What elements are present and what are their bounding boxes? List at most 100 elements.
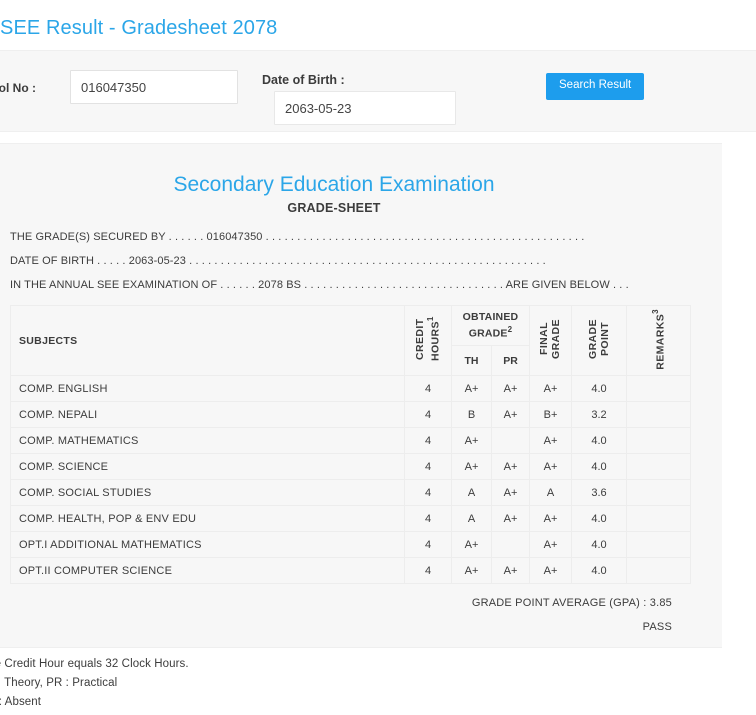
- row-practical-grade: A+: [490, 453, 531, 481]
- row-practical-grade: A+: [490, 401, 531, 429]
- row-practical-grade: [490, 531, 531, 559]
- header-obtained-grade-label: OBTAINED GRADE: [462, 311, 519, 339]
- row-grade-point: 3.2: [571, 401, 628, 429]
- row-final-grade: A+: [529, 453, 573, 481]
- row-credit-hours: 4: [404, 427, 452, 455]
- table-row: COMP. NEPALI 4 B A+ B+ 3.2: [10, 401, 692, 429]
- row-practical-grade: A+: [490, 557, 531, 585]
- row-remarks: [626, 557, 692, 585]
- row-remarks: [626, 375, 692, 403]
- note-item: 3. *@ : Absent: [0, 696, 42, 709]
- row-credit-hours: 4: [404, 531, 452, 559]
- header-final-grade-label: FINAL GRADE: [538, 319, 563, 360]
- row-subject: COMP. ENGLISH: [10, 375, 405, 403]
- row-credit-hours: 4: [404, 557, 452, 585]
- table-row: COMP. SOCIAL STUDIES 4 A A+ A 3.6: [10, 479, 692, 507]
- header-remarks-label: REMARKS: [654, 313, 667, 370]
- row-theory-grade: A+: [451, 427, 492, 455]
- header-remarks-sup: 3: [650, 308, 660, 314]
- header-theory: TH: [451, 345, 492, 377]
- row-theory-grade: A+: [451, 453, 492, 481]
- row-theory-grade: A+: [451, 375, 492, 403]
- row-final-grade: A: [529, 479, 573, 507]
- row-subject: COMP. MATHEMATICS: [10, 427, 405, 455]
- row-subject: COMP. SCIENCE: [10, 453, 405, 481]
- row-grade-point: 4.0: [571, 531, 628, 559]
- date-of-birth-input[interactable]: [274, 91, 456, 125]
- row-subject: COMP. NEPALI: [10, 401, 405, 429]
- notes-section: 1. One Credit Hour equals 32 Clock Hours…: [0, 648, 756, 715]
- header-credit-hours-sup: 1: [426, 316, 436, 322]
- row-final-grade: A+: [529, 505, 573, 533]
- table-row: OPT.I ADDITIONAL MATHEMATICS 4 A+ A+ 4.0: [10, 531, 692, 559]
- row-final-grade: A+: [529, 427, 573, 455]
- header-credit-hours: CREDIT HOURS1: [404, 305, 452, 377]
- row-final-grade: A+: [529, 531, 573, 559]
- row-credit-hours: 4: [404, 479, 452, 507]
- header-obtained-grade-sup: 2: [507, 324, 513, 334]
- row-grade-point: 4.0: [571, 453, 628, 481]
- header-practical: PR: [490, 345, 531, 377]
- row-remarks: [626, 401, 692, 429]
- note-item: 2. TH : Theory, PR : Practical: [0, 677, 118, 690]
- row-final-grade: A+: [529, 375, 573, 403]
- row-grade-point: 4.0: [571, 505, 628, 533]
- note-item: 1. One Credit Hour equals 32 Clock Hours…: [0, 658, 189, 671]
- row-theory-grade: A+: [451, 557, 492, 585]
- exam-title: Secondary Education Examination: [173, 173, 495, 196]
- header-final-grade: FINAL GRADE: [529, 305, 573, 377]
- row-grade-point: 4.0: [571, 557, 628, 585]
- row-remarks: [626, 505, 692, 533]
- table-row: COMP. HEALTH, POP & ENV EDU 4 A A+ A+ 4.0: [10, 505, 692, 533]
- row-credit-hours: 4: [404, 505, 452, 533]
- row-subject: OPT.II COMPUTER SCIENCE: [10, 557, 405, 585]
- header-obtained-grade: OBTAINED GRADE2: [450, 305, 531, 347]
- table-row: COMP. MATHEMATICS 4 A+ A+ 4.0: [10, 427, 692, 455]
- row-final-grade: B+: [529, 401, 573, 429]
- table-row: COMP. ENGLISH 4 A+ A+ A+ 4.0: [10, 375, 692, 403]
- header-grade-point-label: GRADE POINT: [586, 319, 612, 360]
- row-practical-grade: [490, 427, 531, 455]
- table-row: OPT.II COMPUTER SCIENCE 4 A+ A+ A+ 4.0: [10, 557, 692, 585]
- row-practical-grade: A+: [490, 375, 531, 403]
- meta-line-dob: DATE OF BIRTH . . . . . 2063-05-23 . . .…: [10, 255, 546, 268]
- header-credit-hours-label: CREDIT HOURS: [414, 318, 442, 362]
- row-grade-point: 3.6: [571, 479, 628, 507]
- gpa-line: GRADE POINT AVERAGE (GPA) : 3.85: [471, 597, 672, 610]
- row-remarks: [626, 479, 692, 507]
- row-credit-hours: 4: [404, 401, 452, 429]
- header-grade-point: GRADE POINT: [571, 305, 628, 377]
- page-title: SEE Result - Gradesheet 2078: [0, 17, 278, 39]
- search-result-button[interactable]: Search Result: [546, 73, 645, 100]
- symbol-no-input[interactable]: [70, 70, 238, 104]
- symbol-no-label: Symbol No :: [0, 81, 37, 95]
- grade-sheet-title: GRADE-SHEET: [287, 201, 381, 216]
- row-credit-hours: 4: [404, 453, 452, 481]
- row-theory-grade: B: [451, 401, 492, 429]
- header-subjects: SUBJECTS: [10, 305, 405, 377]
- search-panel: Symbol No : Date of Birth : Search Resul…: [0, 50, 756, 132]
- row-remarks: [626, 531, 692, 559]
- row-theory-grade: A+: [451, 531, 492, 559]
- grade-table: SUBJECTS CREDIT HOURS1 OBTAINED GRADE2 F…: [10, 305, 692, 585]
- row-practical-grade: A+: [490, 479, 531, 507]
- status-line: PASS: [642, 621, 672, 634]
- meta-line-exam: IN THE ANNUAL SEE EXAMINATION OF . . . .…: [10, 279, 629, 292]
- row-subject: OPT.I ADDITIONAL MATHEMATICS: [10, 531, 405, 559]
- row-subject: COMP. SOCIAL STUDIES: [10, 479, 405, 507]
- row-theory-grade: A: [451, 479, 492, 507]
- row-practical-grade: A+: [490, 505, 531, 533]
- row-remarks: [626, 427, 692, 455]
- row-subject: COMP. HEALTH, POP & ENV EDU: [10, 505, 405, 533]
- row-grade-point: 4.0: [571, 375, 628, 403]
- row-theory-grade: A: [451, 505, 492, 533]
- row-credit-hours: 4: [404, 375, 452, 403]
- row-final-grade: A+: [529, 557, 573, 585]
- grade-table-body: COMP. ENGLISH 4 A+ A+ A+ 4.0 COMP. NEPALI 4 B A+ B…: [10, 375, 692, 585]
- date-of-birth-label: Date of Birth :: [262, 73, 345, 87]
- row-grade-point: 4.0: [571, 427, 628, 455]
- row-remarks: [626, 453, 692, 481]
- meta-line-grades: THE GRADE(S) SECURED BY . . . . . . 0160…: [10, 231, 585, 244]
- result-panel: Secondary Education Examination GRADE-SH…: [0, 143, 722, 649]
